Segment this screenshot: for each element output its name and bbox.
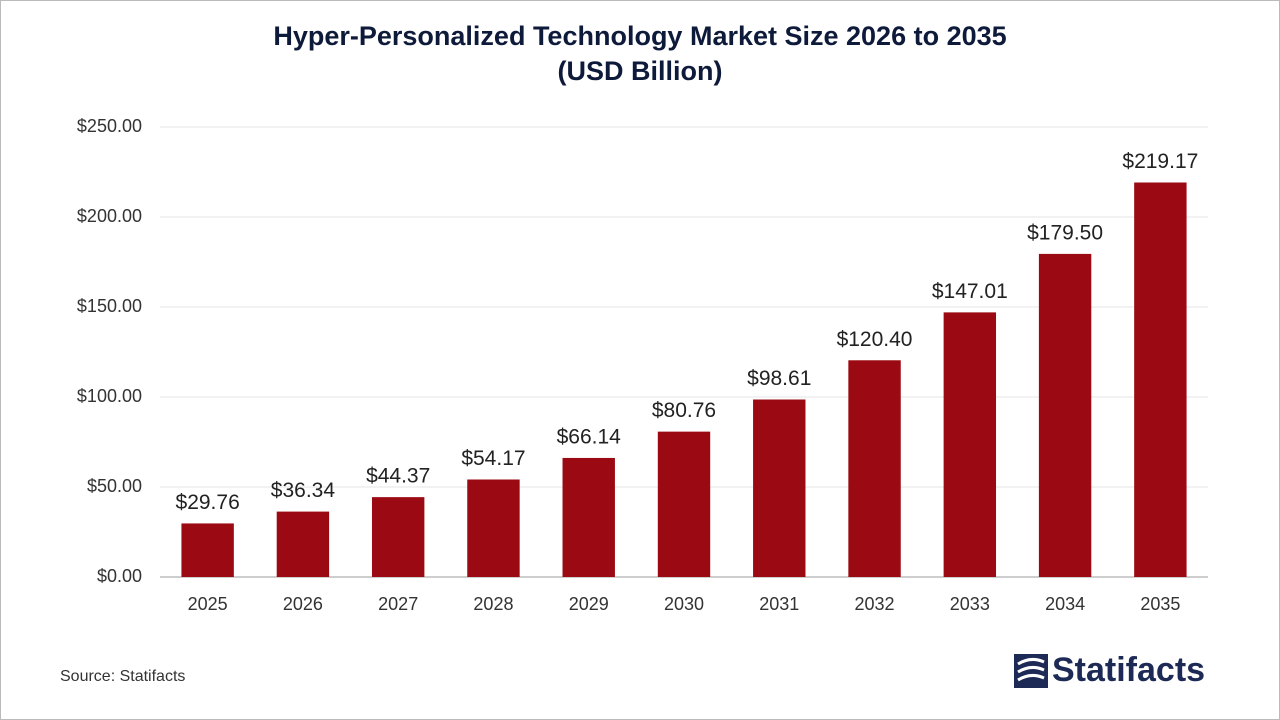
bar [181, 523, 234, 577]
bar [1134, 182, 1187, 577]
value-label: $66.14 [557, 425, 622, 448]
chart-subtitle: (USD Billion) [558, 56, 723, 86]
brand-name: Statifacts [1052, 651, 1205, 689]
value-label: $147.01 [932, 280, 1008, 303]
x-tick-label: 2034 [1045, 594, 1085, 614]
x-tick-label: 2031 [759, 594, 799, 614]
bar [943, 312, 997, 577]
y-tick-label: $200.00 [77, 206, 142, 226]
y-tick-label: $250.00 [77, 116, 142, 136]
x-tick-label: 2025 [188, 594, 228, 614]
x-tick-label: 2035 [1140, 594, 1180, 614]
bar [276, 511, 330, 577]
x-tick-label: 2030 [664, 594, 704, 614]
y-tick-label: $0.00 [97, 566, 142, 586]
y-tick-label: $100.00 [77, 386, 142, 406]
bar [657, 431, 711, 577]
value-label: $80.76 [652, 399, 716, 422]
logo-stripes [1017, 657, 1045, 682]
bar [371, 497, 425, 577]
bar [753, 399, 806, 577]
y-tick-label: $50.00 [87, 476, 142, 496]
bar [848, 360, 901, 577]
x-tick-label: 2026 [283, 594, 323, 614]
bar [562, 457, 615, 577]
value-label: $120.40 [837, 328, 913, 351]
value-label: $29.76 [176, 491, 240, 514]
source: Source: Statifacts [60, 668, 185, 685]
x-tick-label: 2032 [855, 594, 895, 614]
value-label: $54.17 [461, 447, 525, 470]
value-label: $179.50 [1027, 221, 1103, 244]
brand-logo: Statifacts [1014, 651, 1205, 689]
value-label: $36.34 [271, 479, 336, 502]
x-tick-label: 2033 [950, 594, 990, 614]
value-label: $98.61 [747, 367, 811, 390]
value-label: $219.17 [1122, 150, 1198, 173]
bar [1038, 253, 1092, 577]
bar [467, 479, 520, 577]
x-tick-label: 2028 [473, 594, 513, 614]
chart-title: Hyper-Personalized Technology Market Siz… [273, 21, 1006, 51]
value-label: $44.37 [366, 465, 430, 488]
x-tick-label: 2029 [569, 594, 609, 614]
x-tick-label: 2027 [378, 594, 418, 614]
y-tick-label: $150.00 [77, 296, 142, 316]
